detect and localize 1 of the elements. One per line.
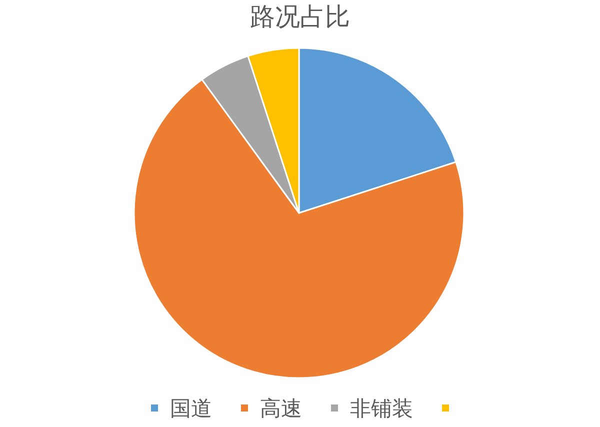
title: 路况占比 [250, 2, 350, 31]
